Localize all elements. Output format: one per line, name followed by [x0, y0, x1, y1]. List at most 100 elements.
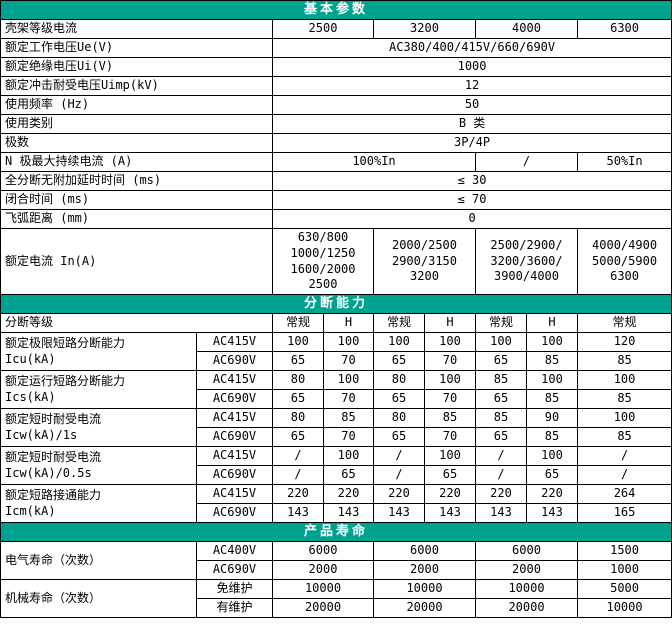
value-cell: AC415V [196, 446, 273, 466]
cell-line: 额定短时耐受电流 [5, 411, 102, 426]
value-cell: 220 [323, 484, 374, 504]
cell-line: Icw(kA)/0.5s [5, 465, 92, 480]
cell-line: 5000/5900 [592, 253, 658, 268]
cell-line: 额定短路接通能力 [5, 487, 102, 502]
value-cell: 143 [373, 503, 425, 523]
value-cell: 220 [424, 484, 476, 504]
value-cell: 常规 [272, 313, 324, 333]
value-cell: AC415V [196, 408, 273, 428]
value-cell: 220 [272, 484, 324, 504]
value-cell: AC690V [196, 560, 273, 580]
value-cell: 65 [272, 351, 324, 371]
value-cell: / [373, 446, 425, 466]
table-row: 额定极限短路分断能力 Icu(kA) AC415V 100 100 100 100 100 10… [0, 332, 672, 371]
value-cell: 630/800 1000/1250 1600/2000 2500 [272, 228, 374, 295]
cell-line: Icw(kA)/1s [5, 427, 78, 442]
section-row: 分断能力 [0, 294, 672, 314]
value-cell: AC690V [196, 351, 273, 371]
row-label: 额定工作电压Ue(V) [0, 38, 273, 58]
table-row: 使用频率 (Hz) 50 [0, 95, 672, 115]
value-cell: 70 [424, 389, 476, 409]
value-cell: 6000 [272, 541, 374, 561]
section-row: 产品寿命 [0, 522, 672, 542]
value-cell: 90 [526, 408, 578, 428]
section-row: 基本参数 [0, 0, 672, 20]
value-cell: 100 [323, 446, 374, 466]
value-cell: 20000 [272, 598, 374, 618]
table-row: 机械寿命（次数） 免维护 10000 10000 10000 5000 [0, 579, 672, 618]
value-cell: AC690V [196, 503, 273, 523]
value-cell: 1500 [576, 541, 672, 561]
value-cell: B 类 [271, 114, 672, 134]
value-cell: 6000 [373, 541, 476, 561]
row-label: 使用频率 (Hz) [0, 95, 273, 115]
cell-line: Icm(kA) [5, 503, 56, 518]
value-cell: 85 [576, 351, 672, 371]
table-row: 额定短路接通能力 Icm(kA) AC415V 220 220 220 220 220 220 2… [0, 484, 672, 523]
value-cell: 100 [475, 332, 527, 352]
value-cell: 65 [475, 389, 527, 409]
value-cell: 85 [475, 370, 527, 390]
value-cell: 65 [526, 465, 578, 485]
row-label: 全分断无附加延时时间 (ms) [0, 171, 273, 191]
table-row: 使用类别 B 类 [0, 114, 672, 134]
cell-line: 6300 [610, 269, 639, 284]
table-row: 额定电流 In(A) 630/800 1000/1250 1600/2000 2500 2… [0, 228, 672, 295]
value-cell: 85 [576, 389, 672, 409]
value-cell: / [272, 465, 324, 485]
cell-line: 2500 [308, 277, 338, 292]
value-cell: 65 [272, 427, 324, 447]
value-cell: H [526, 313, 578, 333]
value-cell: 100 [323, 332, 374, 352]
table-row: 电气寿命（次数） AC400V 6000 6000 6000 1500 [0, 541, 672, 580]
value-cell: 免维护 [196, 579, 273, 599]
table-row: 闭合时间 (ms) ≤ 70 [0, 190, 672, 210]
value-cell: 2000 [272, 560, 374, 580]
cell-line: 额定极限短路分断能力 [5, 335, 126, 350]
cell-line: 2000/2500 [391, 238, 458, 253]
table-row: AC690V 65 70 65 70 65 85 85 [1, 427, 672, 447]
cell-line: 1600/2000 [290, 261, 356, 276]
value-cell: 220 [373, 484, 425, 504]
row-label: 额定电流 In(A) [0, 228, 273, 295]
value-cell: / [576, 465, 672, 485]
value-cell: 65 [475, 427, 527, 447]
cell-line: 3200/3600/ [490, 253, 563, 268]
value-cell: 143 [323, 503, 374, 523]
value-cell: H [323, 313, 374, 333]
value-cell: 143 [424, 503, 476, 523]
value-cell: ≤ 30 [271, 171, 672, 191]
table-row: AC690V 65 70 65 70 65 85 85 [1, 351, 672, 371]
value-cell: 100 [323, 370, 374, 390]
value-cell: 70 [424, 427, 476, 447]
table-row: 额定运行短路分断能力 Ics(kA) AC415V 80 100 80 100 85 100 10… [0, 370, 672, 409]
value-cell: 2500/2900/3200/3600/3900/4000 [475, 228, 578, 295]
cell-line: 2900/3150 [391, 253, 458, 268]
table-row: 额定绝缘电压Ui(V) 1000 [0, 57, 672, 77]
value-cell: 10000 [272, 579, 374, 599]
cell-line: 2500/2900/ [490, 238, 563, 253]
value-cell: 100 [424, 370, 476, 390]
value-cell: 65 [323, 465, 374, 485]
cell-line: 额定运行短路分断能力 [5, 373, 126, 388]
cell-line: 1000/1250 [290, 245, 356, 260]
value-cell: 4000 [475, 19, 578, 39]
value-cell: 85 [475, 408, 527, 428]
cell-line: 3900/4000 [493, 269, 560, 284]
row-label: 额定短路接通能力 Icm(kA) [0, 484, 197, 523]
value-cell: 100 [526, 446, 578, 466]
value-cell: 264 [576, 484, 672, 504]
table-row: N 极最大持续电流 (A) 100%In/50%In [0, 152, 672, 172]
value-cell: 100 [526, 370, 578, 390]
value-cell: 80 [373, 370, 425, 390]
value-cell: 100 [526, 332, 578, 352]
value-cell: 100 [424, 332, 476, 352]
value-cell: 70 [323, 427, 374, 447]
value-cell: / [475, 152, 578, 172]
value-cell: 1000 [576, 560, 672, 580]
value-cell: / [576, 446, 672, 466]
value-cell: AC415V [196, 484, 273, 504]
value-cell: 165 [576, 503, 672, 523]
